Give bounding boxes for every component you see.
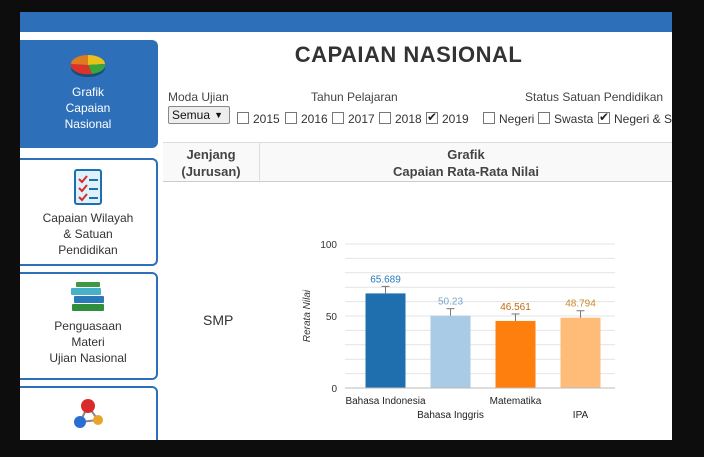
sidebar-item-label: Grafik Capaian Nasional: [64, 85, 112, 131]
jenjang-cell: SMP: [203, 312, 234, 328]
checkbox-box: [483, 112, 495, 124]
tahun-pelajaran-label: Tahun Pelajaran: [311, 90, 398, 104]
checkbox-box: [332, 112, 344, 124]
bar: [560, 317, 601, 388]
chart-svg: 0 50 100 Rerata Nilai 65.689 Bahasa Indonesia…: [302, 240, 615, 421]
column-header-jenjang: Jenjang (Jurusan): [181, 147, 241, 179]
checklist-icon: [74, 169, 102, 205]
dropdown-arrow-icon: ▼: [214, 110, 223, 120]
checkbox-year-2015[interactable]: 2015: [237, 112, 280, 126]
sidebar: Grafik Capaian Nasional Capaian Wilayah & S…: [20, 40, 160, 440]
checkbox-box: [538, 112, 550, 124]
data-label: 50.23: [438, 297, 463, 308]
bar-chart: 0 50 100 Rerata Nilai 65.689 Bahasa Indonesia…: [300, 210, 640, 435]
y-tick-label: 0: [331, 384, 337, 395]
sidebar-item-molecule[interactable]: [20, 386, 158, 440]
column-divider: [259, 143, 260, 183]
checkbox-year-2018[interactable]: 2018: [379, 112, 422, 126]
checkbox-box-checked: [598, 110, 610, 124]
x-tick-label: Bahasa Indonesia: [345, 396, 426, 407]
checkbox-box: [237, 112, 249, 124]
data-label: 65.689: [370, 274, 401, 285]
x-tick-label: Bahasa Inggris: [417, 410, 484, 421]
sidebar-item-penguasaan-materi[interactable]: Penguasaan Materi Ujian Nasional: [20, 272, 158, 380]
books-icon: [71, 282, 104, 311]
page-title: CAPAIAN NASIONAL: [294, 42, 523, 67]
molecule-icon: [74, 399, 103, 428]
sidebar-item-grafik-capaian-nasional[interactable]: Grafik Capaian Nasional: [20, 40, 158, 148]
checkbox-box-checked: [426, 110, 438, 124]
sidebar-item-label: Capaian Wilayah & Satuan Pendidikan: [42, 211, 134, 257]
moda-ujian-label: Moda Ujian: [168, 90, 229, 104]
checkbox-swasta[interactable]: Swasta: [538, 112, 593, 126]
table-header: Jenjang (Jurusan) Grafik Capaian Rata-Rata…: [163, 142, 672, 183]
column-header-grafik: Grafik Capaian Rata-Rata Nilai: [393, 147, 539, 179]
y-tick-label: 100: [320, 240, 337, 251]
checkbox-year-2019[interactable]: 2019: [426, 110, 469, 126]
x-tick-label: Matematika: [490, 396, 542, 407]
checkbox-negeri-swasta[interactable]: Negeri & Swasta: [598, 110, 672, 126]
bar: [365, 293, 406, 388]
pie-chart-icon: [70, 55, 106, 77]
bar: [495, 320, 536, 388]
data-label: 48.794: [565, 299, 596, 310]
screen: Grafik Capaian Nasional Capaian Wilayah & S…: [20, 12, 672, 440]
y-tick-label: 50: [326, 312, 338, 323]
y-axis-label: Rerata Nilai: [302, 289, 313, 342]
status-satuan-label: Status Satuan Pendidikan: [525, 90, 664, 104]
data-label: 46.561: [500, 302, 531, 313]
checkbox-box: [379, 112, 391, 124]
checkbox-negeri[interactable]: Negeri: [483, 112, 534, 126]
main-content: CAPAIAN NASIONAL Moda Ujian Tahun Pelaja…: [145, 32, 672, 440]
x-tick-label: IPA: [573, 410, 589, 421]
checkbox-year-2017[interactable]: 2017: [332, 112, 375, 126]
checkbox-box: [285, 112, 297, 124]
sidebar-item-label: Penguasaan Materi Ujian Nasional: [49, 319, 127, 365]
sidebar-item-capaian-wilayah[interactable]: Capaian Wilayah & Satuan Pendidikan: [20, 158, 158, 266]
checkbox-year-2016[interactable]: 2016: [285, 112, 328, 126]
moda-ujian-select[interactable]: Semua ▼: [168, 106, 230, 124]
bar: [430, 315, 471, 388]
top-bar: [20, 12, 672, 32]
